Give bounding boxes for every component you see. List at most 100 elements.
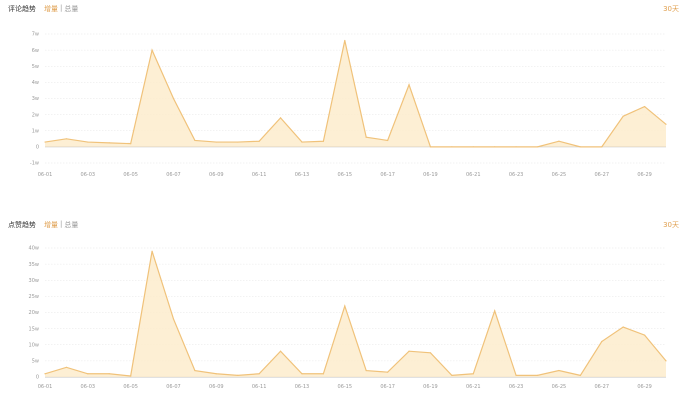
data-point xyxy=(65,138,68,140)
x-tick-label: 06-01 xyxy=(38,172,53,178)
data-point xyxy=(151,250,153,252)
y-tick-label: 2w xyxy=(32,112,39,118)
data-point xyxy=(387,139,389,142)
x-tick-label: 06-13 xyxy=(295,384,310,390)
y-tick-label: 25w xyxy=(29,294,39,300)
y-tick-label: 1w xyxy=(32,128,39,134)
data-point xyxy=(643,334,646,336)
y-tick-label: 15w xyxy=(29,326,39,332)
y-tick-label: 0 xyxy=(36,375,39,381)
data-point xyxy=(130,143,132,145)
data-point xyxy=(665,360,667,362)
toggle-increment[interactable]: 增量 xyxy=(44,5,58,13)
data-point xyxy=(151,49,153,51)
y-tick-label: 0 xyxy=(36,145,39,151)
like-trend-panel: 点赞趋势 增量 | 总量 30天 0 5w 10w 15w 20w 25w 30w 35w 40w… xyxy=(0,216,687,400)
toggle: 增量 | 总量 xyxy=(44,4,79,13)
data-point xyxy=(65,366,68,368)
area-fill xyxy=(45,40,666,147)
data-point xyxy=(130,375,132,377)
y-tick-label: 3w xyxy=(32,96,39,102)
y-tick-label: 5w xyxy=(32,359,39,365)
data-point xyxy=(87,373,89,375)
data-point xyxy=(494,310,496,312)
x-tick-label: 06-11 xyxy=(252,384,267,390)
x-tick-label: 06-09 xyxy=(209,172,224,178)
data-point xyxy=(44,373,46,375)
x-tick-label: 06-03 xyxy=(81,384,96,390)
toggle-total[interactable]: 总量 xyxy=(64,5,79,13)
data-point xyxy=(579,146,581,148)
data-point xyxy=(601,146,603,148)
x-tick-label: 06-17 xyxy=(380,384,395,390)
x-tick-label: 06-29 xyxy=(637,384,652,390)
data-point xyxy=(301,373,303,375)
data-point xyxy=(258,373,260,375)
data-point xyxy=(515,374,517,376)
data-point xyxy=(515,146,517,148)
x-tick-label: 06-03 xyxy=(81,172,96,178)
data-point xyxy=(194,369,196,372)
data-point xyxy=(579,374,581,376)
like-trend-chart: 0 5w 10w 15w 20w 25w 30w 35w 40w 06-01 06-03 06-05 0… xyxy=(29,246,667,390)
x-tick-label: 06-05 xyxy=(123,384,138,390)
data-point xyxy=(451,374,453,376)
x-tick-label: 06-27 xyxy=(594,172,609,178)
data-point xyxy=(344,39,346,42)
data-point xyxy=(429,146,432,148)
x-tick-label: 06-19 xyxy=(423,384,438,390)
data-point xyxy=(472,373,474,375)
x-tick-label: 06-23 xyxy=(509,172,524,178)
toggle-increment[interactable]: 增量 xyxy=(44,221,58,229)
series-line xyxy=(44,251,667,377)
toggle: 增量 | 总量 xyxy=(44,220,79,229)
data-point xyxy=(258,140,260,142)
data-point xyxy=(408,350,410,352)
data-point xyxy=(536,374,539,376)
area-fill xyxy=(45,251,666,377)
data-point xyxy=(558,140,560,142)
data-point xyxy=(237,141,239,143)
data-point xyxy=(279,350,282,352)
x-tick-label: 06-01 xyxy=(38,384,53,390)
x-tick-label: 06-13 xyxy=(295,172,310,178)
panel-title: 点赞趋势 xyxy=(8,221,36,229)
data-point xyxy=(172,97,175,100)
x-tick-label: 06-29 xyxy=(637,172,652,178)
x-tick-label: 06-07 xyxy=(166,384,181,390)
x-tick-label: 06-17 xyxy=(380,172,395,178)
data-point xyxy=(622,326,624,328)
y-tick-label: 6w xyxy=(32,48,39,54)
data-point xyxy=(536,146,539,148)
data-point xyxy=(622,115,624,117)
x-tick-label: 06-11 xyxy=(252,172,267,178)
toggle-total[interactable]: 总量 xyxy=(64,221,79,229)
x-tick-label: 06-23 xyxy=(509,384,524,390)
data-point xyxy=(387,371,389,373)
x-tick-label: 06-05 xyxy=(123,172,138,178)
data-point xyxy=(472,146,474,148)
data-point xyxy=(172,318,175,320)
y-tick-label: 40w xyxy=(29,246,39,252)
data-point xyxy=(494,146,496,148)
data-point xyxy=(665,123,667,125)
range-selector[interactable]: 30天 xyxy=(663,221,679,229)
data-point xyxy=(643,105,646,108)
data-point xyxy=(451,146,453,148)
data-point xyxy=(301,141,303,143)
range-selector[interactable]: 30天 xyxy=(663,5,679,13)
data-point xyxy=(279,117,282,119)
comment-trend-panel: 评论趋势 增量 | 总量 30天 -1w 0 1w 2w 3w 4w 5w 6w 7w 06-01 0… xyxy=(8,4,679,178)
data-point xyxy=(108,373,110,375)
panel-header: 评论趋势 增量 | 总量 xyxy=(8,4,78,14)
x-tick-label: 06-15 xyxy=(338,172,353,178)
panel-title: 评论趋势 xyxy=(8,5,36,13)
y-tick-label: 7w xyxy=(32,32,39,38)
y-tick-label: 20w xyxy=(29,310,39,316)
data-point xyxy=(194,139,196,142)
x-tick-label: 06-09 xyxy=(209,384,224,390)
x-tick-label: 06-21 xyxy=(466,384,481,390)
data-point xyxy=(408,84,410,86)
data-point xyxy=(601,340,603,343)
data-point xyxy=(429,352,432,354)
